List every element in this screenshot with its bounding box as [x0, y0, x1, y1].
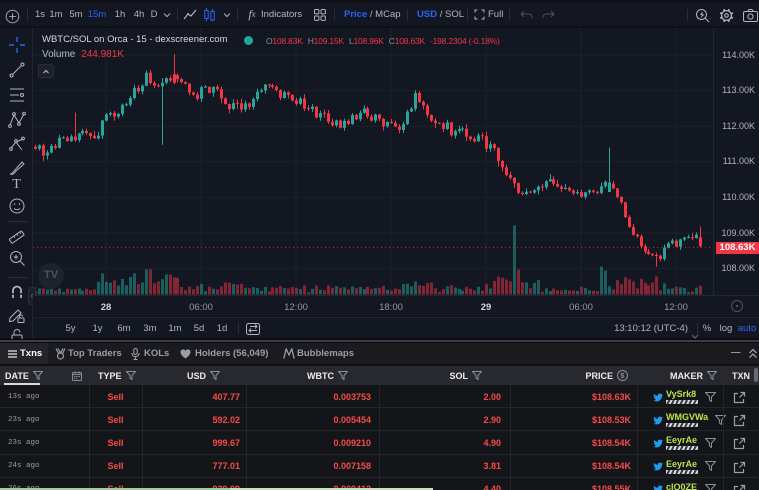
svg-text:$: $ — [621, 373, 625, 380]
